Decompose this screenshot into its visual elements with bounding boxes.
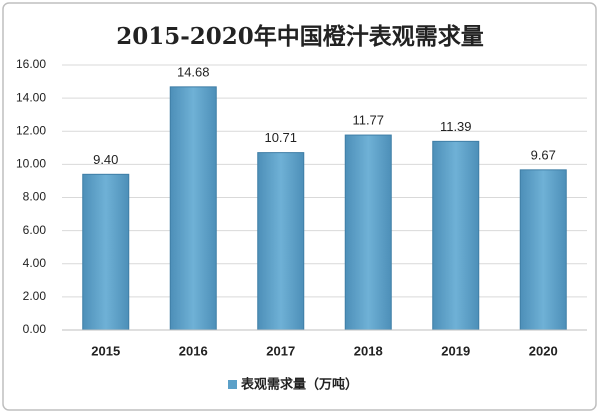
data-label: 9.67 [531, 147, 556, 162]
y-tick-label: 8.00 [23, 190, 47, 204]
legend-swatch [228, 380, 237, 389]
data-label: 14.68 [177, 64, 210, 79]
x-tick-label: 2020 [529, 343, 558, 358]
y-tick-label: 12.00 [16, 123, 46, 137]
x-tick-label: 2016 [179, 343, 208, 358]
y-tick-label: 0.00 [23, 322, 47, 336]
bar [82, 173, 130, 331]
x-tick-label: 2015 [91, 343, 120, 358]
bar [169, 86, 217, 331]
bar [257, 152, 305, 331]
y-tick-label: 14.00 [16, 90, 46, 104]
bar [519, 169, 567, 331]
x-tick-label: 2019 [441, 343, 470, 358]
x-tick-label: 2018 [354, 343, 383, 358]
bar [344, 134, 392, 331]
bar [432, 140, 480, 331]
legend-label: 表观需求量（万吨） [240, 376, 358, 391]
data-label: 11.39 [440, 119, 472, 134]
y-tick-label: 4.00 [23, 256, 47, 270]
y-tick-label: 16.00 [16, 57, 46, 71]
y-tick-label: 2.00 [23, 289, 47, 303]
chart-title: 2015-2020年中国橙汁表观需求量 [116, 23, 484, 50]
data-label: 9.40 [93, 152, 118, 167]
data-label: 11.77 [352, 112, 384, 127]
data-label: 10.71 [264, 130, 297, 145]
x-tick-label: 2017 [266, 343, 295, 358]
y-tick-label: 6.00 [23, 223, 47, 237]
y-tick-label: 10.00 [16, 157, 46, 171]
